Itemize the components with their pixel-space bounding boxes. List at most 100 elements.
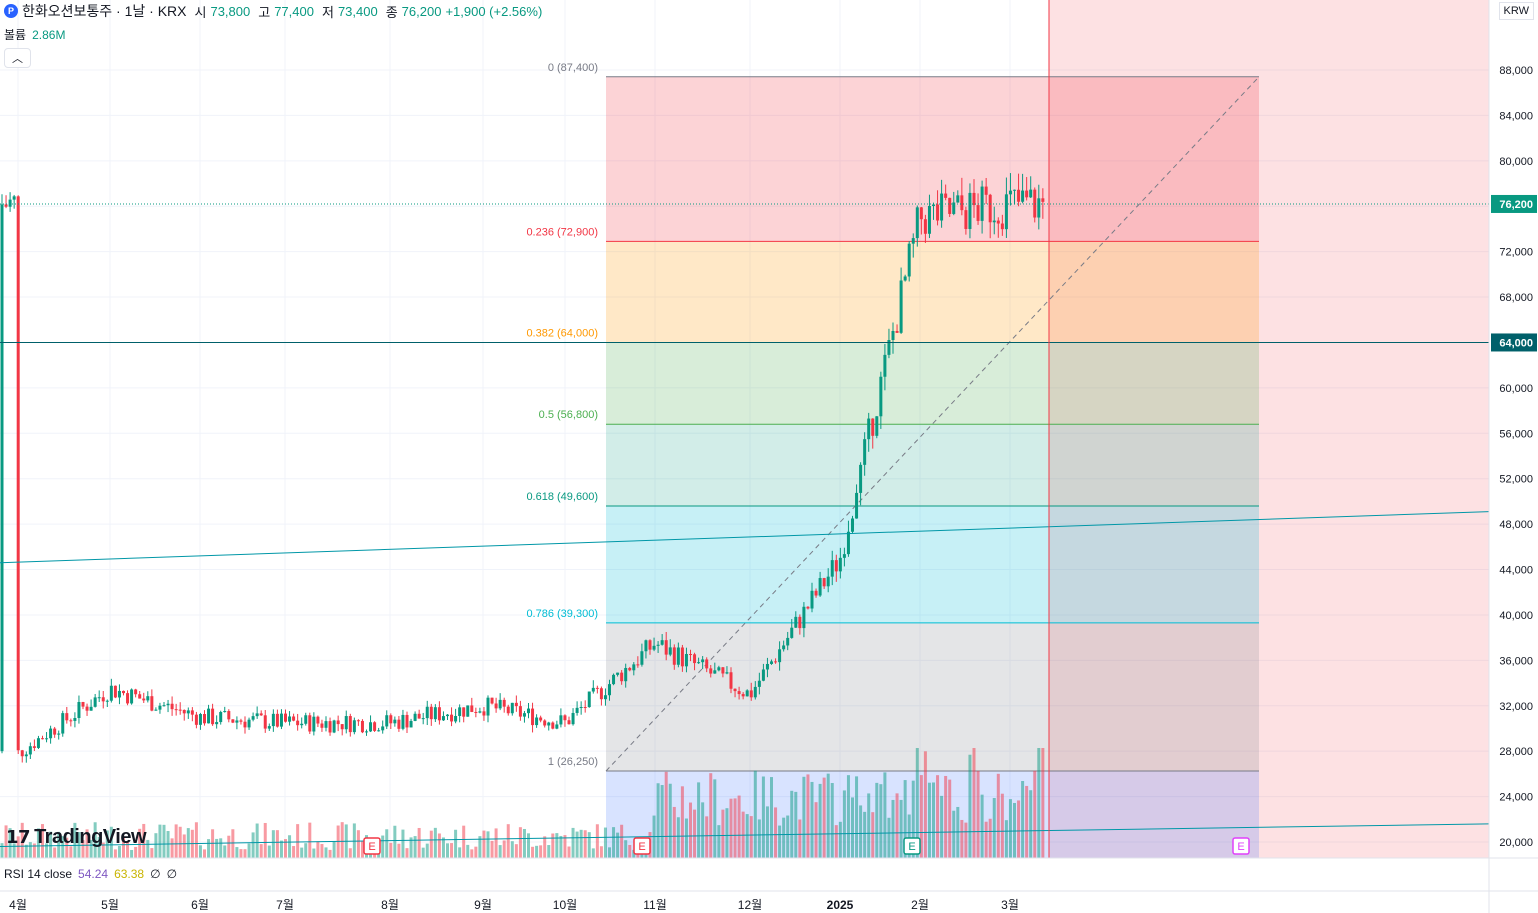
volume-bar bbox=[4, 825, 8, 858]
earnings-marker[interactable]: E bbox=[1232, 837, 1250, 855]
candle-body bbox=[620, 672, 624, 682]
volume-bar bbox=[235, 847, 239, 858]
high-label: 고 bbox=[258, 4, 271, 20]
candle-body bbox=[474, 711, 478, 713]
candle-body bbox=[693, 654, 697, 664]
volume-bar bbox=[932, 782, 935, 858]
candle-body bbox=[915, 207, 919, 239]
price-axis-tick: 52,000 bbox=[1499, 474, 1533, 486]
open-label: 시 bbox=[194, 4, 207, 20]
collapse-legend-button[interactable]: ︿ bbox=[4, 48, 31, 68]
volume-bar bbox=[397, 843, 401, 858]
tradingview-logo[interactable]: 𝟭𝟳 TradingView bbox=[6, 826, 147, 849]
candle-body bbox=[385, 715, 389, 727]
candle-body bbox=[879, 376, 883, 417]
volume-bar bbox=[462, 825, 466, 858]
volume-bar bbox=[660, 785, 664, 858]
candle-body bbox=[984, 186, 988, 195]
candle-body bbox=[332, 720, 336, 733]
close-value: 76,200 bbox=[401, 3, 442, 19]
candle-body bbox=[0, 204, 4, 752]
volume-bar bbox=[1017, 800, 1021, 858]
candle-body bbox=[231, 719, 235, 723]
candle-body bbox=[28, 746, 32, 755]
time-axis-label: 2월 bbox=[911, 898, 929, 912]
volume-bar bbox=[713, 779, 717, 858]
fib-zone bbox=[606, 622, 1259, 772]
volume-bar bbox=[417, 827, 421, 858]
volume-bar bbox=[12, 843, 16, 858]
volume-bar bbox=[810, 781, 814, 858]
volume-bar bbox=[964, 822, 968, 858]
candle-body bbox=[798, 616, 802, 629]
rsi-legend[interactable]: RSI 14 close 54.24 63.38 ∅ ∅ bbox=[4, 867, 177, 881]
volume-bar bbox=[93, 822, 97, 858]
candle-body bbox=[883, 354, 887, 377]
candle-body bbox=[648, 640, 652, 650]
candle-body bbox=[846, 531, 850, 555]
candle-body bbox=[506, 706, 510, 714]
fib-level-label: 0.5 (56,800) bbox=[539, 409, 598, 421]
rsi-ma-value: 63.38 bbox=[114, 867, 145, 881]
volume-bar bbox=[680, 786, 684, 858]
candle-body bbox=[875, 416, 879, 436]
volume-bar bbox=[45, 843, 49, 858]
volume-bar bbox=[992, 798, 996, 858]
volume-bar bbox=[454, 829, 458, 858]
candle-body bbox=[348, 716, 352, 733]
currency-button[interactable]: KRW bbox=[1498, 2, 1534, 20]
candle-body bbox=[818, 578, 822, 596]
low-label: 저 bbox=[321, 4, 334, 20]
earnings-marker[interactable]: E bbox=[363, 837, 381, 855]
chevron-up-icon: ︿ bbox=[12, 53, 23, 65]
candle-body bbox=[770, 661, 773, 664]
volume-bar bbox=[502, 840, 506, 858]
earnings-marker[interactable]: E bbox=[903, 837, 921, 855]
earnings-marker[interactable]: E bbox=[633, 837, 651, 855]
volume-bar bbox=[830, 783, 834, 858]
candle-body bbox=[441, 716, 445, 721]
candle-body bbox=[668, 647, 672, 655]
current-price-badge-text: 76,200 bbox=[1499, 199, 1533, 211]
volume-bar bbox=[316, 841, 320, 858]
candle-body bbox=[919, 207, 923, 220]
candle-body bbox=[328, 721, 332, 733]
candle-body bbox=[36, 738, 40, 748]
candle-body bbox=[595, 687, 599, 689]
volume-bar bbox=[41, 824, 44, 858]
volume-bar bbox=[16, 836, 20, 858]
volume-bar bbox=[539, 845, 543, 858]
volume-bar bbox=[599, 846, 603, 858]
volume-bar bbox=[215, 838, 219, 858]
exchange-logo-icon[interactable]: P bbox=[4, 4, 18, 18]
volume-bar bbox=[401, 829, 405, 858]
volume-bar bbox=[109, 826, 113, 858]
close-label: 종 bbox=[385, 4, 398, 20]
candle-body bbox=[737, 691, 741, 695]
volume-bar bbox=[729, 798, 733, 858]
candle-body bbox=[316, 716, 320, 724]
candle-body bbox=[8, 199, 12, 207]
volume-bar bbox=[733, 798, 737, 858]
fib-zone bbox=[606, 241, 1259, 343]
candle-body bbox=[421, 718, 425, 720]
candle-body bbox=[834, 560, 838, 572]
candle-body bbox=[166, 703, 170, 706]
candle-body bbox=[478, 711, 482, 713]
candle-body bbox=[89, 706, 93, 711]
volume-bar bbox=[725, 808, 729, 858]
time-axis-label: 4월 bbox=[9, 898, 27, 912]
volume-legend[interactable]: 볼륨 2.86M bbox=[4, 26, 65, 43]
candle-body bbox=[466, 705, 470, 717]
volume-bar bbox=[684, 818, 688, 858]
price-axis-tick: 36,000 bbox=[1499, 655, 1533, 667]
volume-bar bbox=[915, 748, 919, 858]
volume-bar bbox=[745, 814, 749, 858]
candle-body bbox=[603, 695, 607, 700]
candle-body bbox=[689, 654, 692, 656]
candle-body bbox=[547, 722, 551, 726]
symbol-title[interactable]: 한화오션보통주 · 1날 · KRX bbox=[22, 3, 187, 19]
earnings-marker-box bbox=[633, 837, 651, 855]
volume-bar bbox=[288, 835, 292, 858]
